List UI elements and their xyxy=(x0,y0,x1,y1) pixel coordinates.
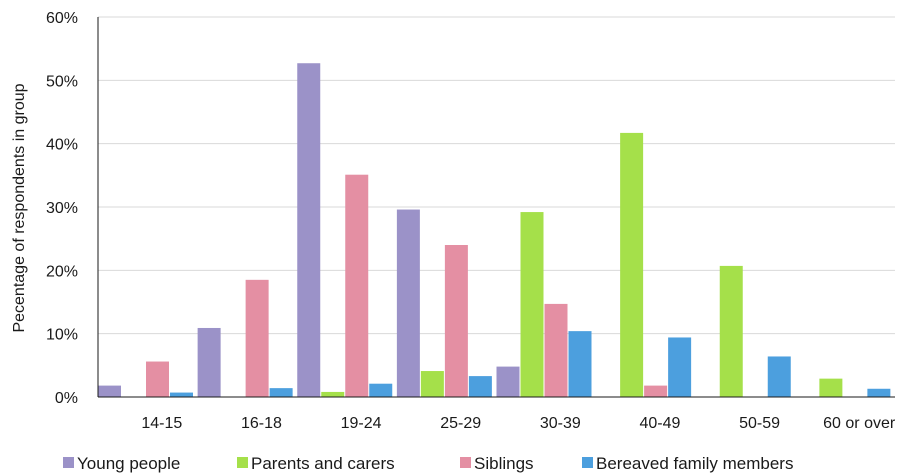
bar xyxy=(468,376,492,397)
bar xyxy=(867,388,891,397)
legend: Young people Parents and carers Siblings Be… xyxy=(63,454,793,473)
bar xyxy=(819,378,843,397)
bar xyxy=(369,383,393,397)
bar xyxy=(544,303,568,397)
x-tick-label: 40-49 xyxy=(639,415,680,432)
legend-label: Siblings xyxy=(474,454,534,473)
legend-label: Bereaved family members xyxy=(596,454,793,473)
bar xyxy=(719,265,743,397)
bar xyxy=(170,392,193,397)
legend-swatch xyxy=(237,457,248,468)
bar xyxy=(396,209,420,397)
bar xyxy=(644,385,668,397)
bar xyxy=(620,132,644,397)
bar xyxy=(767,356,791,397)
x-tick-label: 30-39 xyxy=(540,415,581,432)
bar xyxy=(520,212,544,397)
y-tick-label: 10% xyxy=(46,327,78,344)
legend-label: Parents and carers xyxy=(251,454,395,473)
y-tick-label: 60% xyxy=(46,10,78,27)
legend-swatch xyxy=(63,457,74,468)
x-tick-label: 60 or over xyxy=(823,415,896,432)
y-axis-label: Pecentage of respondents in group xyxy=(11,83,28,332)
x-tick-label: 25-29 xyxy=(440,415,481,432)
bar xyxy=(245,279,269,397)
bar xyxy=(444,245,468,397)
gridlines xyxy=(98,16,895,335)
legend-label: Young people xyxy=(77,454,180,473)
y-tick-label: 40% xyxy=(46,137,78,154)
bar xyxy=(345,174,369,397)
bar xyxy=(568,331,592,397)
bar xyxy=(146,361,169,397)
bar xyxy=(297,63,321,397)
x-tick-label: 16-18 xyxy=(241,415,282,432)
y-tick-labels: 0% 10% 20% 30% 40% 50% 60% xyxy=(46,10,78,407)
bar xyxy=(197,327,221,397)
y-tick-label: 50% xyxy=(46,73,78,90)
legend-swatch xyxy=(582,457,593,468)
x-tick-label: 14-15 xyxy=(141,415,182,432)
x-tick-labels: 14-15 16-18 19-24 25-29 30-39 40-49 50-59 60 or… xyxy=(141,415,896,432)
bar xyxy=(420,371,444,397)
y-tick-label: 20% xyxy=(46,263,78,280)
bar xyxy=(496,366,520,397)
x-tick-label: 50-59 xyxy=(739,415,780,432)
bar xyxy=(269,388,293,397)
axes xyxy=(97,17,895,398)
x-tick-label: 19-24 xyxy=(341,415,382,432)
bar xyxy=(321,391,345,397)
legend-swatch xyxy=(460,457,471,468)
bars xyxy=(98,63,891,397)
bar xyxy=(668,337,692,397)
y-tick-label: 0% xyxy=(55,390,78,407)
y-tick-label: 30% xyxy=(46,200,78,217)
bar xyxy=(98,385,121,397)
